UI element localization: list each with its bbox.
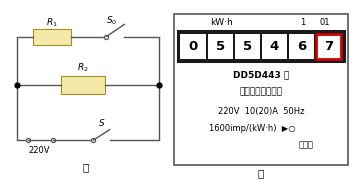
FancyBboxPatch shape — [61, 76, 105, 94]
FancyBboxPatch shape — [33, 29, 71, 45]
Text: $R_1$: $R_1$ — [46, 17, 58, 29]
Text: $S$: $S$ — [98, 117, 105, 128]
Text: 1600imp/(kW·h)  ▶○: 1600imp/(kW·h) ▶○ — [209, 124, 295, 133]
Text: $S_0$: $S_0$ — [106, 14, 117, 26]
FancyBboxPatch shape — [174, 14, 348, 165]
Text: DD5D443 型: DD5D443 型 — [233, 71, 289, 79]
Text: $R_2$: $R_2$ — [77, 61, 89, 74]
Text: 指示灯: 指示灯 — [299, 140, 314, 149]
FancyBboxPatch shape — [180, 34, 206, 59]
Text: 220V  10(20)A  50Hz: 220V 10(20)A 50Hz — [218, 107, 304, 116]
Text: 6: 6 — [297, 40, 306, 53]
Text: 5: 5 — [215, 40, 225, 53]
Text: 乙: 乙 — [258, 168, 264, 178]
Text: 220V: 220V — [29, 146, 50, 155]
Text: 01: 01 — [319, 18, 329, 27]
Text: kW·h: kW·h — [210, 18, 233, 27]
FancyBboxPatch shape — [178, 31, 344, 61]
FancyBboxPatch shape — [262, 34, 287, 59]
FancyBboxPatch shape — [289, 34, 314, 59]
Text: 1: 1 — [300, 18, 305, 27]
Text: 7: 7 — [324, 40, 333, 53]
Text: 甲: 甲 — [82, 163, 88, 173]
Text: 5: 5 — [243, 40, 252, 53]
FancyBboxPatch shape — [316, 34, 342, 59]
FancyBboxPatch shape — [208, 34, 233, 59]
Text: 0: 0 — [189, 40, 198, 53]
FancyBboxPatch shape — [235, 34, 260, 59]
Text: 4: 4 — [270, 40, 279, 53]
Text: 电子式单相电能表: 电子式单相电能表 — [239, 88, 283, 96]
